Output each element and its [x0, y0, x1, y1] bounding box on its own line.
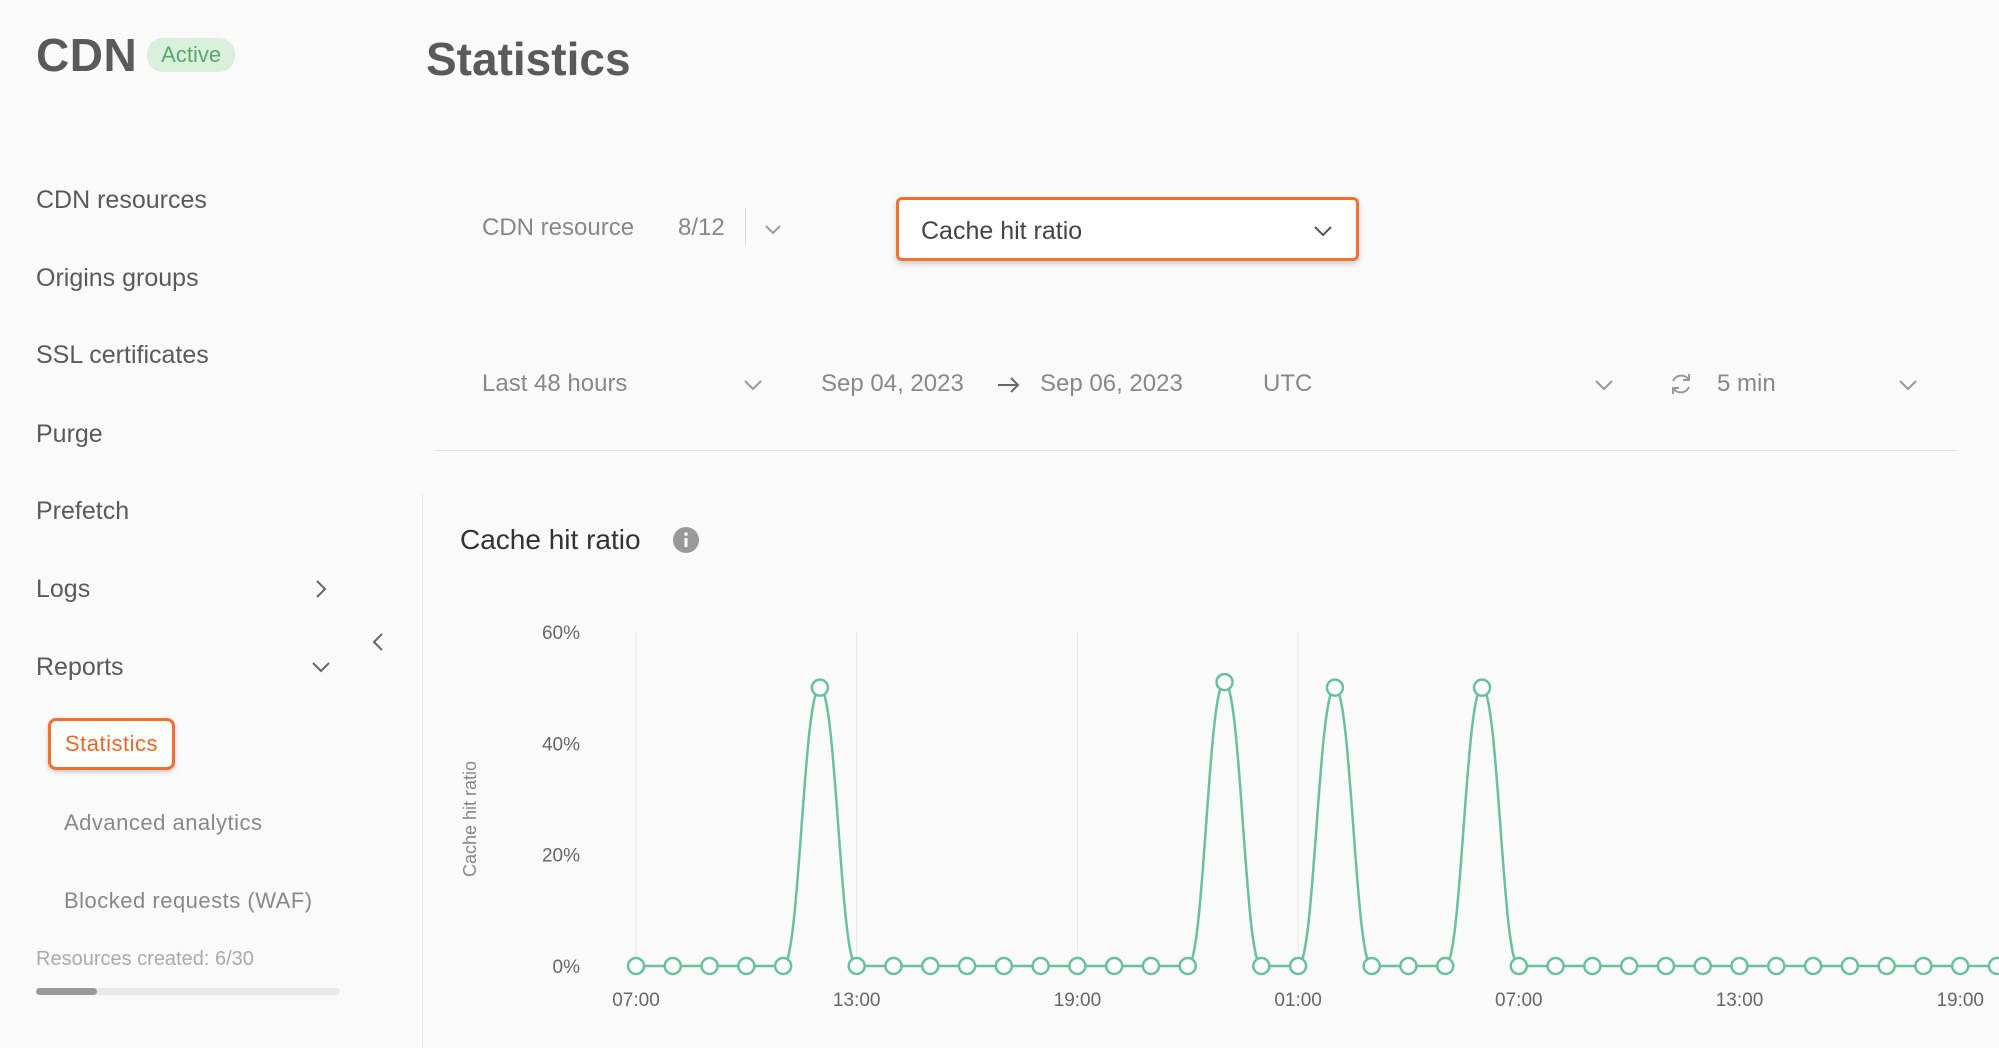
filter-separator [745, 208, 746, 246]
chevron-down-icon[interactable] [742, 374, 764, 396]
x-tick-label: 19:00 [1054, 990, 1102, 1011]
data-point [626, 956, 646, 976]
data-point [663, 956, 683, 976]
date-to[interactable]: Sep 06, 2023 [1040, 370, 1183, 397]
data-point [1950, 956, 1970, 976]
data-point [1803, 956, 1823, 976]
x-tick-label: 19:00 [1936, 990, 1984, 1011]
sidebar-item-logs[interactable]: Logs [36, 575, 91, 603]
arrow-right-icon [998, 377, 1020, 393]
sidebar-divider [422, 494, 423, 1048]
chevron-down-icon[interactable] [1897, 374, 1919, 396]
sidebar-item-cdn-resources[interactable]: CDN resources [36, 186, 207, 214]
data-point [1914, 956, 1933, 976]
chevron-down-icon[interactable] [1593, 374, 1615, 396]
data-point [1987, 956, 1999, 976]
data-point [1472, 678, 1492, 697]
refresh-interval-select[interactable]: 5 min [1717, 370, 1776, 397]
sidebar-subitem-advanced-analytics[interactable]: Advanced analytics [64, 810, 263, 835]
data-point [1730, 956, 1749, 976]
data-point [1656, 956, 1676, 976]
y-tick-label: 60% [542, 623, 580, 644]
sidebar-item-purge[interactable]: Purge [36, 420, 103, 448]
data-point [1141, 956, 1161, 976]
y-tick-label: 0% [553, 957, 581, 978]
data-point [1546, 956, 1565, 976]
refresh-icon[interactable] [1668, 371, 1694, 397]
data-point [957, 956, 977, 976]
x-tick-label: 07:00 [1495, 990, 1543, 1011]
y-tick-label: 40% [542, 734, 580, 755]
data-point [1325, 678, 1345, 697]
chevron-down-icon[interactable] [762, 218, 784, 240]
data-point [884, 956, 903, 976]
brand: CDN Active [36, 28, 236, 82]
metric-select[interactable]: Cache hit ratio [896, 197, 1359, 261]
sidebar: CDN Active CDN resources Origins groups … [0, 0, 422, 1048]
date-from[interactable]: Sep 04, 2023 [821, 370, 964, 397]
data-point [1104, 956, 1124, 976]
data-point [994, 956, 1014, 976]
metric-select-value: Cache hit ratio [921, 217, 1083, 245]
status-badge: Active [147, 38, 236, 72]
data-point [1178, 956, 1198, 976]
data-point [737, 956, 756, 976]
data-point [810, 678, 830, 697]
sidebar-item-reports[interactable]: Reports [36, 653, 124, 681]
info-icon[interactable] [672, 526, 700, 554]
data-point [1693, 956, 1712, 976]
data-point [1435, 956, 1455, 976]
x-tick-label: 07:00 [612, 990, 660, 1011]
data-point [773, 956, 793, 976]
x-tick-label: 01:00 [1274, 990, 1322, 1011]
resources-progress-bar [36, 988, 340, 995]
data-point [1068, 956, 1087, 976]
sidebar-item-ssl-certificates[interactable]: SSL certificates [36, 341, 209, 369]
resources-created: Resources created: 6/30 [36, 948, 254, 970]
data-point [1362, 956, 1381, 976]
collapse-sidebar-icon[interactable] [366, 628, 390, 656]
y-axis-label: Cache hit ratio [460, 761, 480, 877]
cache-hit-ratio-chart: 07:00 13:00 19:00 01:00 07:00 13:00 19:00 0% 20%… [460, 623, 1999, 1011]
x-tick-label: 13:00 [1716, 990, 1764, 1011]
chevron-right-icon[interactable] [310, 578, 332, 600]
data-point [1215, 672, 1234, 692]
sidebar-subitem-statistics[interactable]: Statistics [48, 718, 176, 770]
period-select[interactable]: Last 48 hours [482, 370, 628, 397]
data-point [700, 956, 719, 976]
x-tick-label: 13:00 [833, 990, 881, 1011]
chevron-down-icon [1314, 226, 1332, 237]
data-point [1840, 956, 1860, 976]
data-point [847, 956, 866, 976]
data-point [1583, 956, 1602, 976]
cdn-resource-label: CDN resource [482, 214, 635, 241]
chevron-down-icon[interactable] [310, 656, 332, 678]
data-point [1767, 956, 1786, 976]
resources-progress-fill [36, 988, 97, 995]
cdn-resource-count[interactable]: 8/12 [678, 214, 725, 241]
timezone-select[interactable]: UTC [1263, 370, 1313, 397]
data-point [1252, 956, 1271, 976]
data-point [1509, 956, 1529, 976]
filters-divider [434, 450, 1958, 451]
sidebar-subitem-blocked-requests[interactable]: Blocked requests (WAF) [64, 888, 313, 913]
sidebar-item-prefetch[interactable]: Prefetch [36, 497, 130, 525]
data-point [1031, 956, 1050, 976]
page-title: Statistics [426, 33, 631, 85]
series-line [636, 680, 1997, 968]
data-point [1288, 956, 1308, 976]
data-point [1877, 956, 1896, 976]
chart-title: Cache hit ratio [460, 524, 641, 555]
y-tick-label: 20% [542, 846, 580, 867]
brand-title: CDN [36, 29, 138, 81]
sidebar-item-origins-groups[interactable]: Origins groups [36, 264, 199, 292]
data-point [1399, 956, 1418, 976]
data-point [1619, 956, 1639, 976]
data-point [921, 956, 940, 976]
